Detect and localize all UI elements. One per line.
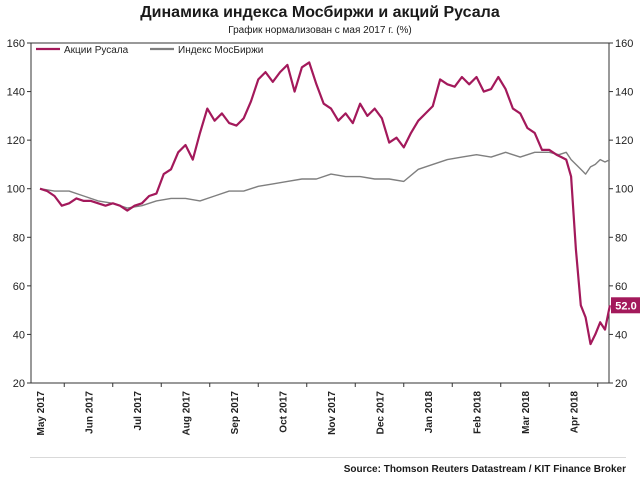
y-tick-label-left: 160	[7, 38, 25, 50]
y-tick-label-left: 80	[13, 232, 25, 244]
y-tick-label-right: 100	[615, 184, 633, 196]
y-tick-label-right: 20	[615, 378, 627, 390]
y-tick-label-left: 100	[7, 184, 25, 196]
series-line-moex	[39, 151, 611, 209]
legend-item-rusal-label: Акции Русала	[64, 45, 129, 56]
legend-item-moex-label: Индекс МосБиржи	[178, 45, 263, 56]
x-tick-label: Apr 2018	[570, 391, 581, 434]
x-tick-label: Jan 2018	[424, 391, 435, 434]
axes: 20 20 40 40 60 60 80 80 100 100 120 120 140 140 160 160…	[7, 38, 634, 435]
x-tick-label: Sep 2017	[230, 391, 241, 435]
y-tick-label-right: 40	[615, 329, 627, 341]
source-note: Source: Thomson Reuters Datastream / KIT…	[343, 464, 626, 475]
chart-title: Динамика индекса Мосбиржи и акций Русала	[140, 4, 500, 21]
x-tick-label: Jun 2017	[85, 391, 96, 434]
y-tick-label-left: 120	[7, 135, 25, 147]
y-tick-label-left: 20	[13, 378, 25, 390]
y-tick-label-left: 140	[7, 87, 25, 99]
plot-frame	[30, 42, 610, 384]
x-tick-label: Feb 2018	[473, 391, 484, 434]
legend: Акции Русала Индекс МосБиржи	[36, 45, 263, 56]
y-tick-label-left: 60	[13, 281, 25, 293]
y-tick-label-right: 160	[615, 38, 633, 50]
series-line-rusal	[39, 61, 611, 346]
x-tick-label: Mar 2018	[521, 391, 532, 434]
y-tick-label-left: 40	[13, 329, 25, 341]
last-value-label: 52.0	[615, 300, 636, 312]
x-tick-label: May 2017	[36, 391, 47, 436]
y-tick-label-right: 140	[615, 87, 633, 99]
x-tick-label: Dec 2017	[376, 391, 387, 435]
y-tick-label-right: 60	[615, 281, 627, 293]
x-tick-label: Jul 2017	[133, 391, 144, 431]
last-value-badge	[611, 297, 640, 314]
y-tick-label-right: 120	[615, 135, 633, 147]
series-layer: 52.0	[39, 61, 640, 346]
footer-divider	[30, 457, 626, 458]
x-tick-label: Oct 2017	[279, 391, 290, 433]
x-tick-label: Nov 2017	[327, 391, 338, 435]
y-tick-label-right: 80	[615, 232, 627, 244]
x-tick-label: Aug 2017	[182, 391, 193, 436]
chart-subtitle: График нормализован с мая 2017 г. (%)	[228, 25, 412, 36]
